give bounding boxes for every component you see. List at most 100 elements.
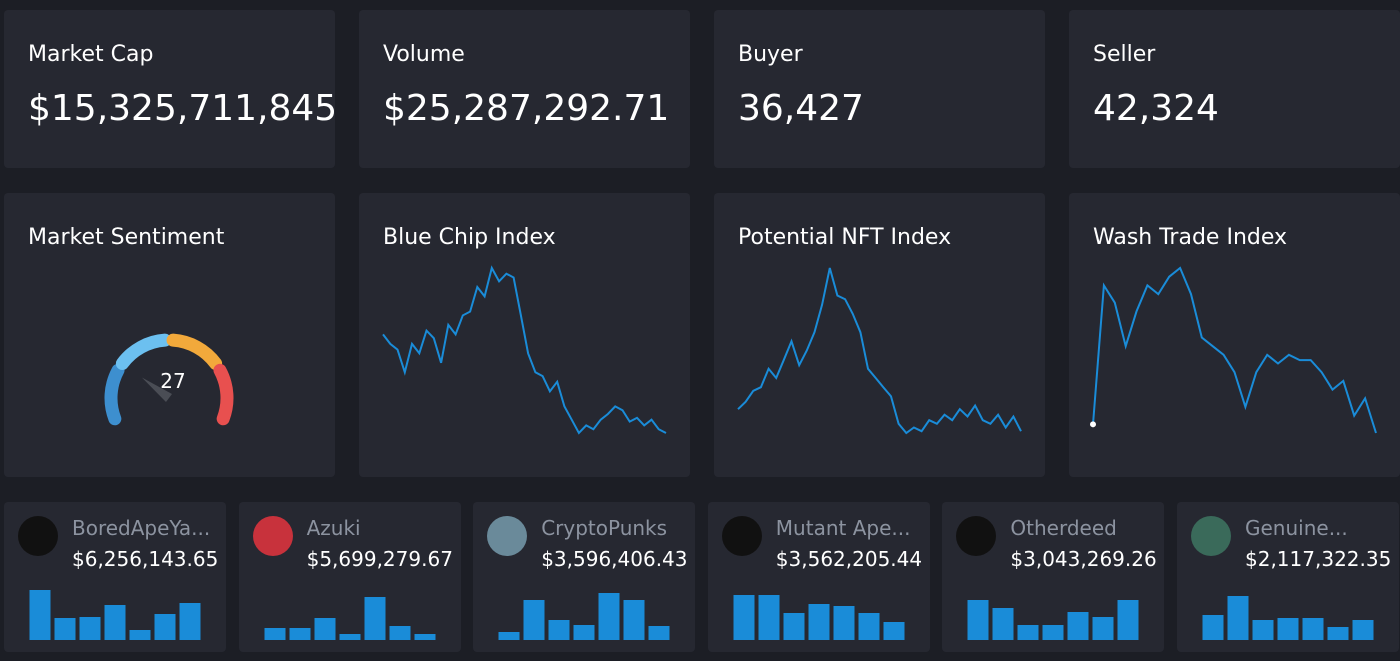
bar xyxy=(808,604,830,640)
bar xyxy=(289,628,311,640)
mini-bars xyxy=(264,597,436,640)
collection-value: $3,562,205.44 xyxy=(775,547,923,571)
gauge-segment xyxy=(104,363,125,426)
avatar xyxy=(487,516,528,556)
avatar xyxy=(721,516,762,556)
bar xyxy=(1117,600,1139,640)
bar xyxy=(992,608,1014,640)
gauge-value: 27 xyxy=(160,369,185,393)
avatar xyxy=(18,516,58,556)
bar xyxy=(1352,620,1374,640)
card: BoredApeYa... $6,256,143.65 xyxy=(4,502,226,652)
bar xyxy=(883,622,905,640)
bar xyxy=(598,593,620,640)
collection-name: Genuine... xyxy=(1245,516,1348,540)
card: Market Cap $15,325,711,845.3 xyxy=(4,10,335,168)
bar xyxy=(154,614,176,640)
bar xyxy=(129,630,151,640)
bar xyxy=(1202,615,1224,640)
stat-label: Buyer xyxy=(738,42,803,67)
collection-name: BoredApeYa... xyxy=(72,516,211,540)
index-title: Blue Chip Index xyxy=(383,225,556,250)
mini-bars xyxy=(498,593,670,640)
card: Potential NFT Index xyxy=(714,193,1045,477)
bar xyxy=(339,634,361,640)
stat-label: Seller xyxy=(1093,42,1156,67)
bar xyxy=(498,632,520,640)
gauge-needle xyxy=(141,377,173,402)
sparkline xyxy=(1090,266,1377,434)
bar xyxy=(623,600,645,640)
bar xyxy=(264,628,286,640)
bar xyxy=(104,605,126,640)
bar xyxy=(548,620,570,640)
stat-value: 42,324 xyxy=(1093,88,1219,129)
collection-value: $5,699,279.67 xyxy=(306,547,453,571)
bar xyxy=(29,590,51,640)
stat-value: $15,325,711,845.3 xyxy=(28,88,335,129)
bar xyxy=(833,606,855,640)
card: CryptoPunks $3,596,406.43 xyxy=(473,502,696,652)
bar xyxy=(364,597,386,640)
card: Blue Chip Index xyxy=(359,193,690,477)
bar xyxy=(1017,625,1039,640)
bar xyxy=(648,626,670,640)
bar xyxy=(1092,617,1114,640)
card: Volume $25,287,292.71 xyxy=(359,10,690,168)
avatar xyxy=(956,516,997,556)
gauge-segment xyxy=(166,333,223,370)
stat-label: Volume xyxy=(383,42,465,67)
collection-name: Otherdeed xyxy=(1010,516,1117,540)
bar xyxy=(573,625,595,640)
mini-bars xyxy=(733,595,905,640)
collection-value: $3,043,269.26 xyxy=(1010,547,1157,571)
bar xyxy=(79,617,101,640)
gauge-segment xyxy=(115,333,172,370)
bar xyxy=(1252,620,1274,640)
collection-value: $6,256,143.65 xyxy=(72,547,219,571)
collection-name: Mutant Ape... xyxy=(775,516,911,540)
bar xyxy=(54,618,76,640)
bar xyxy=(1327,627,1349,640)
avatar xyxy=(1191,516,1231,556)
card: Seller 42,324 xyxy=(1069,10,1400,168)
sparkline xyxy=(737,267,1022,435)
stat-value: $25,287,292.71 xyxy=(383,88,670,129)
mini-bars xyxy=(1202,596,1374,640)
bar xyxy=(1302,618,1324,640)
bar xyxy=(389,626,411,640)
card: Wash Trade Index xyxy=(1069,193,1400,477)
bar xyxy=(758,595,780,640)
bar xyxy=(783,613,805,640)
bar xyxy=(733,595,755,640)
card: Genuine... $2,117,322.35 xyxy=(1177,502,1399,652)
mini-bars xyxy=(29,590,201,640)
collection-value: $3,596,406.43 xyxy=(541,547,688,571)
bar xyxy=(179,603,201,640)
collection-name: CryptoPunks xyxy=(541,516,668,540)
collection-value: $2,117,322.35 xyxy=(1245,547,1392,571)
bar xyxy=(1227,596,1249,640)
index-line xyxy=(1092,266,1377,434)
card: Otherdeed $3,043,269.26 xyxy=(942,502,1165,652)
index-line xyxy=(737,267,1022,435)
bar xyxy=(967,600,989,640)
gauge-segment xyxy=(213,363,234,426)
bar xyxy=(414,634,436,640)
card: Buyer 36,427 xyxy=(714,10,1045,168)
stat-label: Market Cap xyxy=(28,42,154,67)
sparkline xyxy=(382,265,667,435)
stat-value: 36,427 xyxy=(738,88,864,129)
gauge-title: Market Sentiment xyxy=(28,225,225,250)
bar xyxy=(314,618,336,640)
collection-name: Azuki xyxy=(306,516,361,540)
bar xyxy=(1067,612,1089,640)
card: Mutant Ape... $3,562,205.44 xyxy=(707,502,930,652)
index-title: Wash Trade Index xyxy=(1093,225,1288,250)
index-title: Potential NFT Index xyxy=(738,225,952,250)
bar xyxy=(523,600,545,640)
card: Azuki $5,699,279.67 xyxy=(238,502,461,652)
start-dot xyxy=(1090,421,1096,428)
mini-bars xyxy=(967,600,1139,640)
